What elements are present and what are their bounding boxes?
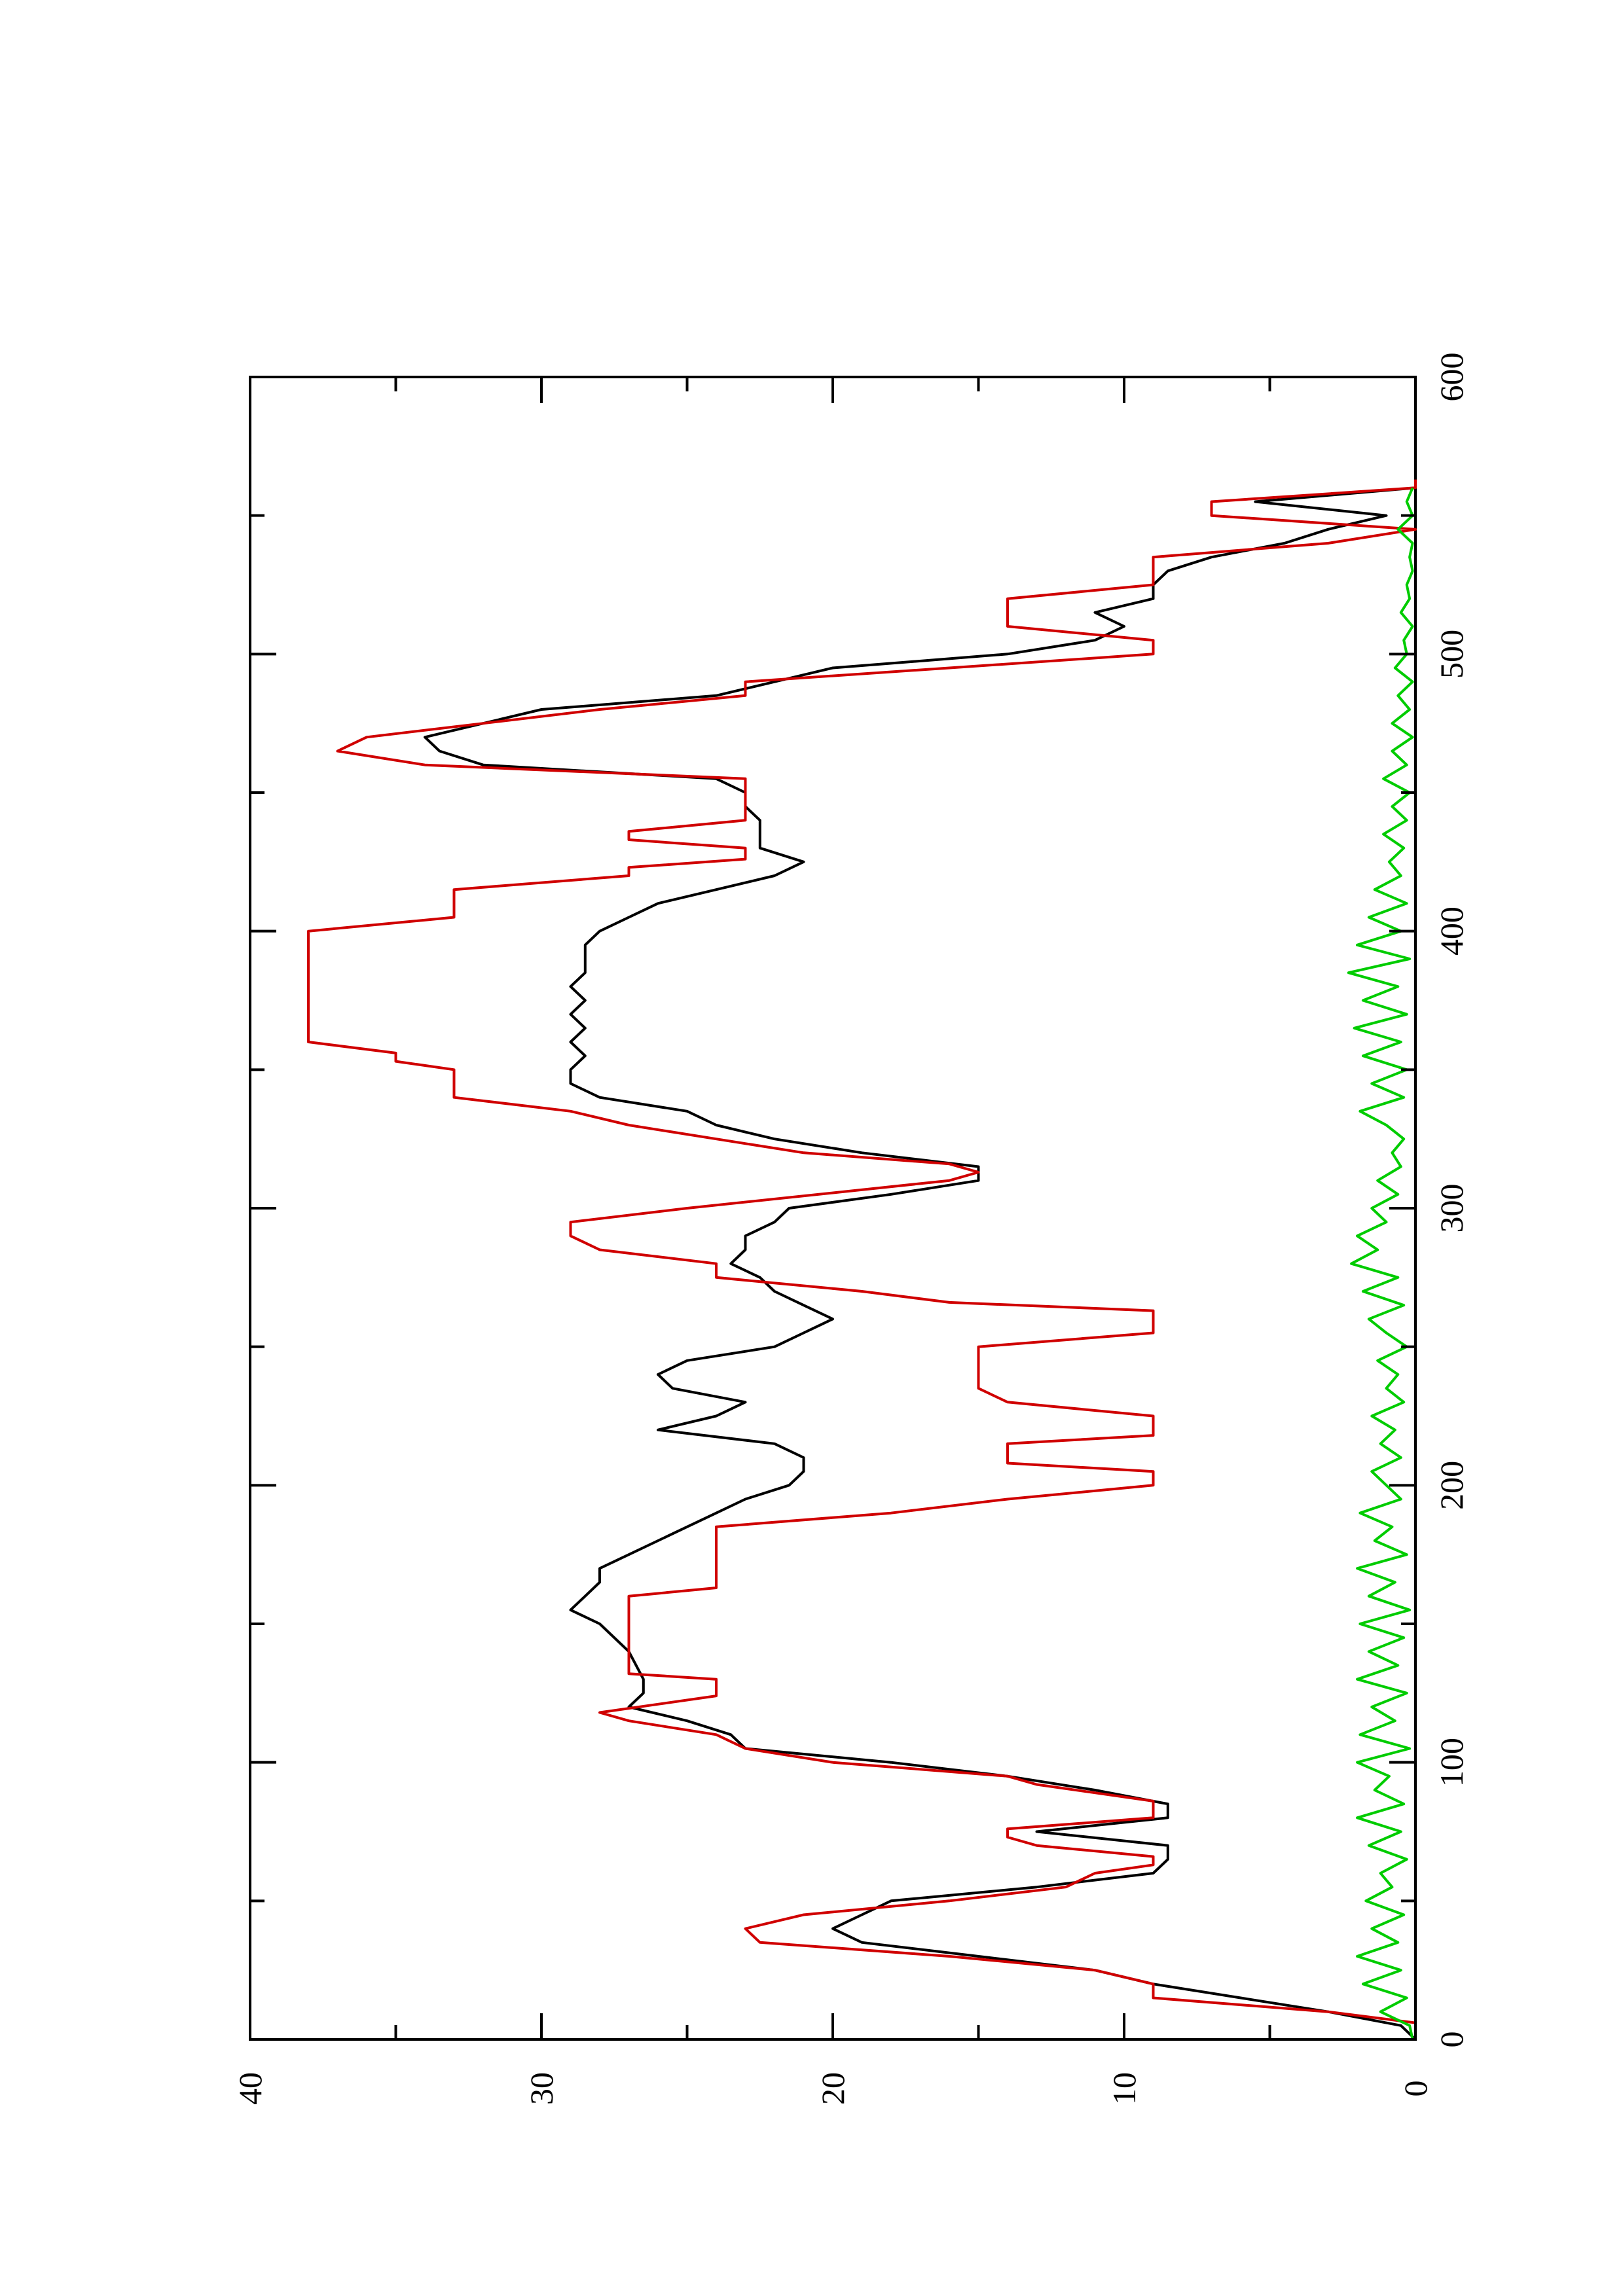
x-tick-label: 100 bbox=[1433, 1738, 1470, 1787]
y-tick-label: 0 bbox=[1397, 2081, 1434, 2097]
x-tick-label: 500 bbox=[1433, 630, 1470, 679]
series-line-3 bbox=[1347, 487, 1414, 2040]
series-line-2 bbox=[307, 479, 1417, 2039]
x-tick-label: 0 bbox=[1433, 2032, 1470, 2048]
y-tick-label: 20 bbox=[814, 2072, 851, 2105]
x-tick-label: 300 bbox=[1433, 1184, 1470, 1233]
y-tick-label: 30 bbox=[523, 2072, 560, 2105]
series-line-1 bbox=[424, 486, 1417, 2041]
x-tick-label: 400 bbox=[1433, 906, 1470, 956]
x-tick-label: 200 bbox=[1433, 1461, 1470, 1510]
y-tick-label: 10 bbox=[1106, 2072, 1142, 2105]
series-layer bbox=[307, 479, 1417, 2041]
x-tick-label: 600 bbox=[1433, 353, 1470, 402]
y-tick-label: 40 bbox=[232, 2072, 268, 2105]
tick-layer: 0 100 200 300 400 500 600 0 10 20 30 40 bbox=[232, 353, 1470, 2106]
plot-frame bbox=[249, 376, 1417, 2041]
